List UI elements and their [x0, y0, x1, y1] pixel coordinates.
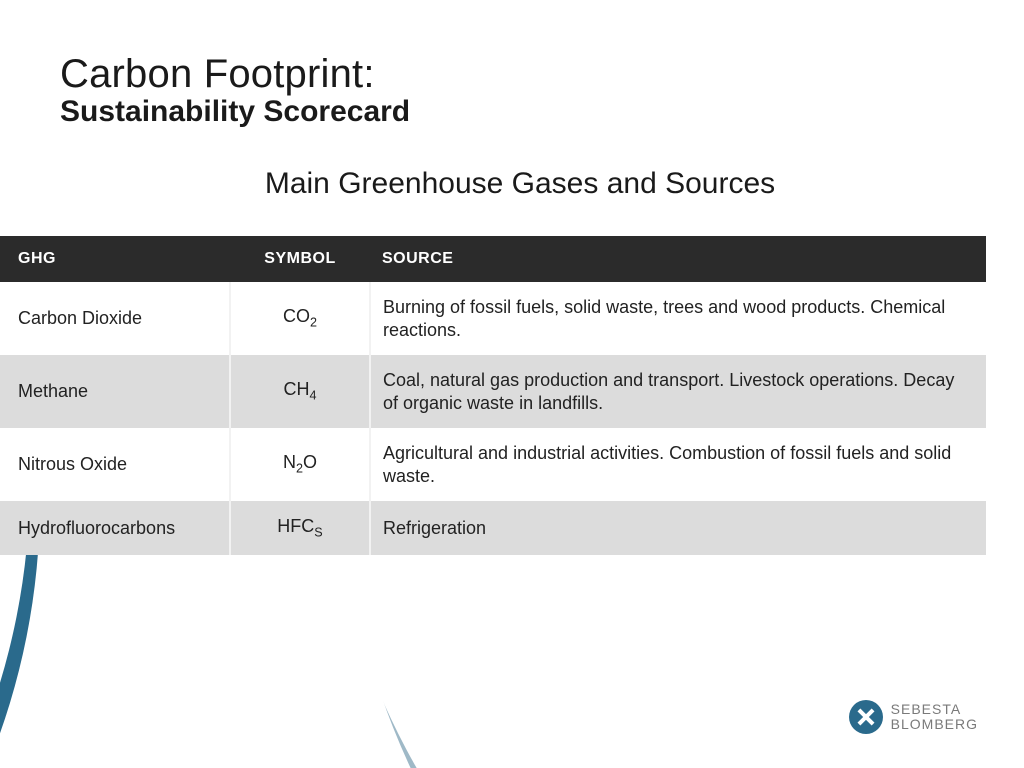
- cell-ghg: Nitrous Oxide: [0, 428, 230, 501]
- table-row: Hydrofluorocarbons HFCS Refrigeration: [0, 501, 986, 555]
- cell-symbol: CO2: [230, 282, 370, 355]
- logo-text: SEBESTA BLOMBERG: [891, 702, 978, 731]
- slide: Carbon Footprint: Sustainability Scoreca…: [0, 0, 1024, 768]
- symbol-sub: 4: [309, 389, 316, 403]
- cell-ghg: Hydrofluorocarbons: [0, 501, 230, 555]
- cell-ghg: Methane: [0, 355, 230, 428]
- ghg-table: GHG SYMBOL SOURCE Carbon Dioxide CO2 Bur…: [0, 236, 986, 555]
- col-header-source: SOURCE: [370, 236, 986, 282]
- cell-ghg: Carbon Dioxide: [0, 282, 230, 355]
- cell-symbol: CH4: [230, 355, 370, 428]
- symbol-base: N: [283, 452, 296, 472]
- col-header-ghg: GHG: [0, 236, 230, 282]
- cell-source: Coal, natural gas production and transpo…: [370, 355, 986, 428]
- table-row: Nitrous Oxide N2O Agricultural and indus…: [0, 428, 986, 501]
- logo-line1: SEBESTA: [891, 702, 978, 717]
- cell-source: Burning of fossil fuels, solid waste, tr…: [370, 282, 986, 355]
- table-row: Methane CH4 Coal, natural gas production…: [0, 355, 986, 428]
- slide-subtitle: Main Greenhouse Gases and Sources: [110, 167, 930, 201]
- table-body: Carbon Dioxide CO2 Burning of fossil fue…: [0, 282, 986, 555]
- logo-line2: BLOMBERG: [891, 717, 978, 732]
- slide-title-line1: Carbon Footprint:: [60, 52, 964, 97]
- symbol-sub: 2: [310, 316, 317, 330]
- symbol-sub: S: [314, 526, 322, 540]
- cell-source: Agricultural and industrial activities. …: [370, 428, 986, 501]
- slide-title-line2: Sustainability Scorecard: [60, 95, 964, 129]
- symbol-suffix: O: [303, 452, 317, 472]
- symbol-base: HFC: [277, 516, 314, 536]
- symbol-sub: 2: [296, 462, 303, 476]
- table-row: Carbon Dioxide CO2 Burning of fossil fue…: [0, 282, 986, 355]
- content-area: Carbon Footprint: Sustainability Scoreca…: [0, 0, 1024, 201]
- logo-icon: [849, 700, 883, 734]
- cell-source: Refrigeration: [370, 501, 986, 555]
- cell-symbol: N2O: [230, 428, 370, 501]
- table-header-row: GHG SYMBOL SOURCE: [0, 236, 986, 282]
- col-header-symbol: SYMBOL: [230, 236, 370, 282]
- symbol-base: CO: [283, 306, 310, 326]
- company-logo: SEBESTA BLOMBERG: [849, 700, 978, 734]
- cell-symbol: HFCS: [230, 501, 370, 555]
- symbol-base: CH: [283, 379, 309, 399]
